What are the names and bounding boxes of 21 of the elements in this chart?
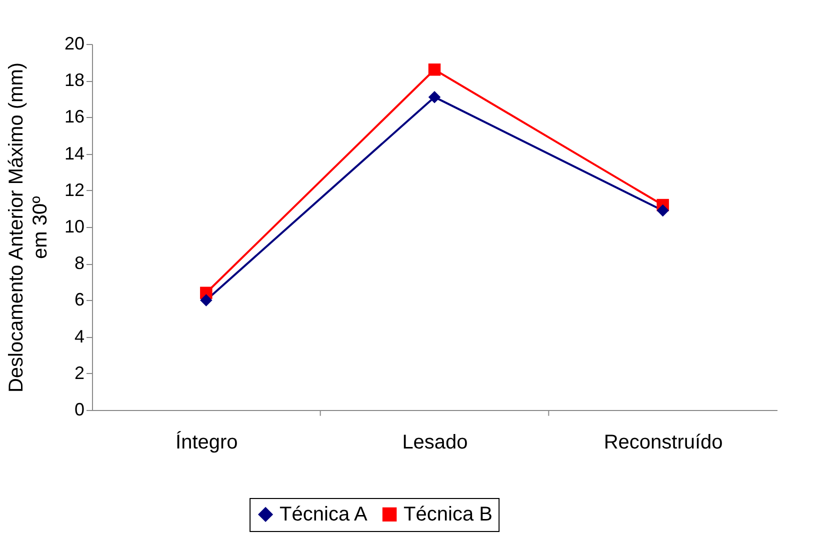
y-tick-label: 6 [74, 290, 84, 310]
y-tick-label: 12 [64, 180, 84, 200]
x-tick-label: Íntegro [176, 430, 238, 454]
y-tick-label: 20 [64, 34, 84, 54]
x-tick-label: Lesado [402, 432, 468, 454]
point [200, 294, 212, 306]
legend-label: Técnica B [404, 503, 492, 526]
y-tick-label: 8 [74, 253, 84, 274]
point [656, 204, 669, 217]
y-tick-label: 16 [64, 106, 84, 127]
x-tick-label: Reconstruído [604, 432, 723, 454]
legend-label: Técnica A [280, 503, 368, 526]
y-axis-title: Deslocamento Anterior Máximo (mm) em 30º [5, 62, 52, 393]
y-tick-label: 10 [64, 216, 84, 236]
y-tick-label: 18 [64, 70, 84, 90]
point [428, 63, 441, 76]
y-tick-label: 4 [74, 326, 84, 346]
y-tick-label: 0 [74, 400, 84, 420]
y-tick-label: 14 [64, 143, 84, 164]
y-tick-label: 2 [74, 362, 84, 383]
point [428, 90, 441, 104]
